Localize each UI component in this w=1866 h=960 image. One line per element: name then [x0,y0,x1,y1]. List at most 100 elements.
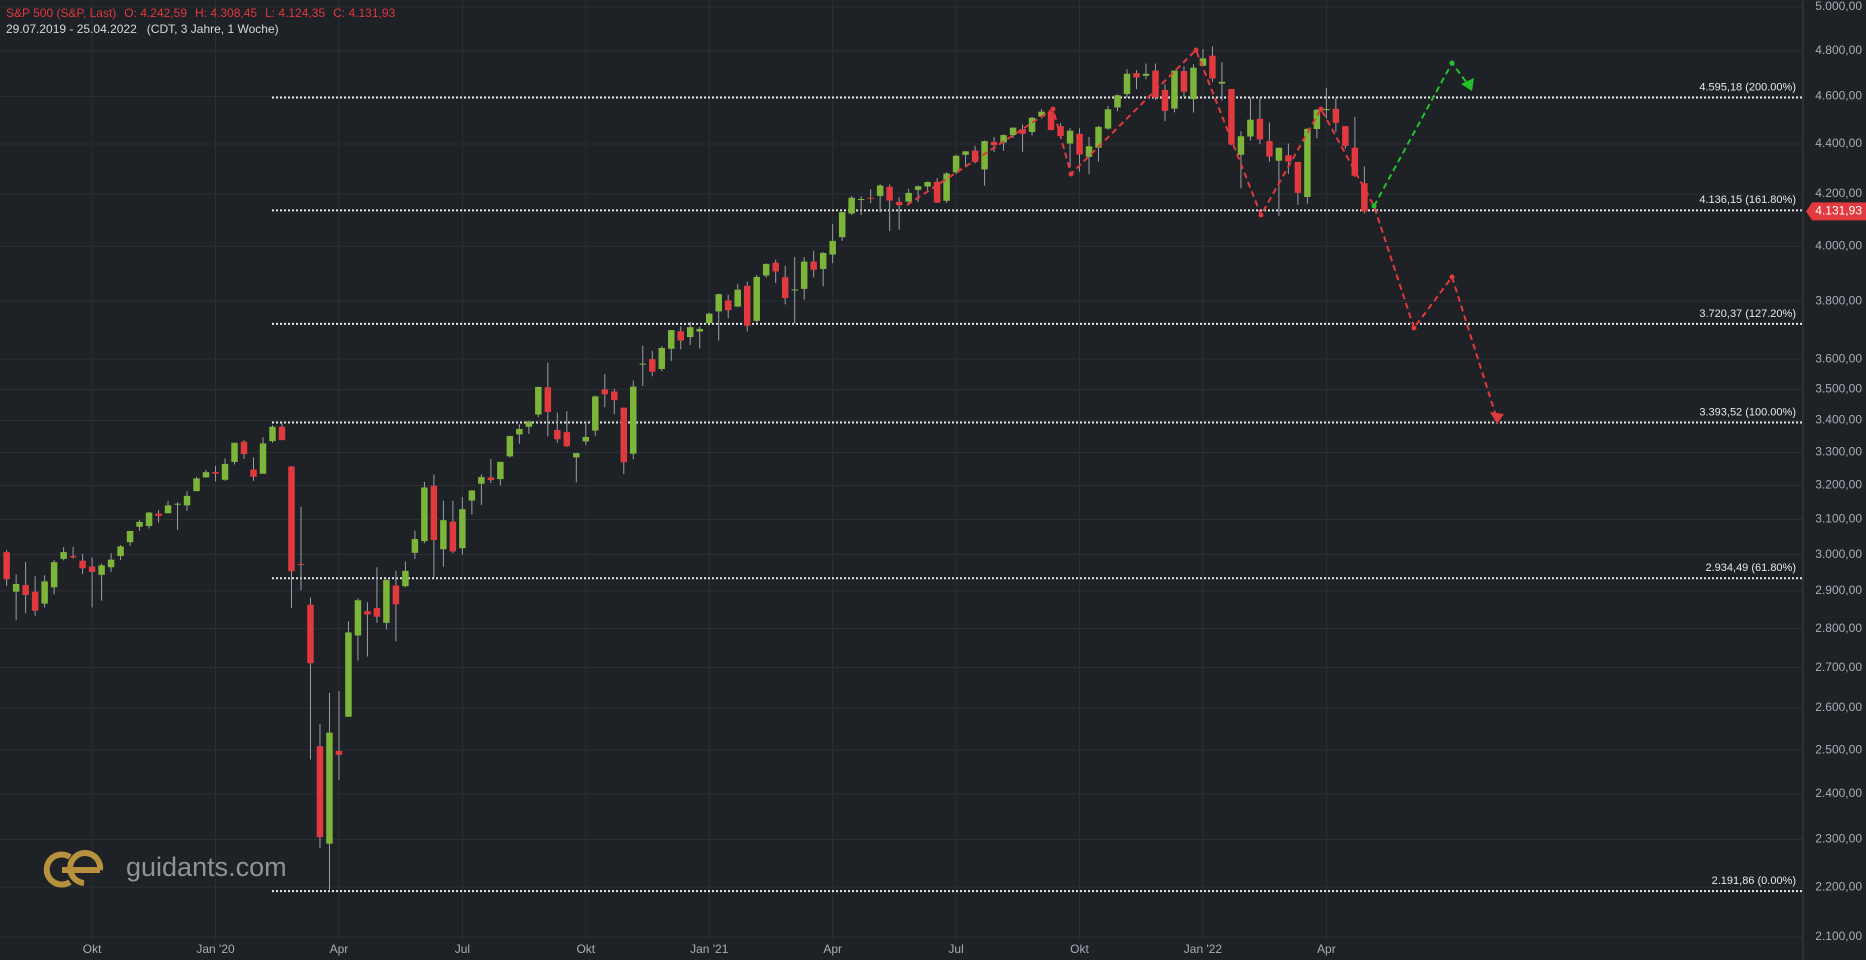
candle-body [1190,67,1197,100]
candle-body [468,490,476,501]
point [1068,171,1074,177]
x-tick-label: Okt [1070,942,1089,956]
ohlc-value: C: 4.131,93 [333,6,396,20]
candle-body [658,347,666,370]
candle-body [554,429,561,440]
candle-body [1123,73,1131,95]
candle-body [952,155,960,173]
y-tick-label: 3.500,00 [1815,382,1862,396]
title: S&P 500 (S&P, Last) [6,6,117,20]
candle-body [22,585,29,596]
candle-body [250,469,257,477]
candle-body [1361,183,1368,212]
candle-body [174,503,181,505]
candle-body [50,562,58,588]
candle-body [914,186,922,190]
candle-body [620,407,628,463]
y-tick-label: 3.800,00 [1815,293,1862,307]
candle-body [753,276,760,321]
candle-body [724,300,732,311]
watermark: guidants.com [126,852,287,882]
candle-body [326,732,333,844]
candle-body [316,746,324,838]
candle-body [516,428,523,435]
candle-body [1285,155,1292,162]
x-tick-label: Jul [455,942,470,956]
point [1050,106,1056,112]
y-tick-label: 2.400,00 [1815,786,1862,800]
candle-body [630,386,637,454]
x-tick-label: Apr [1317,942,1336,956]
candle-body [791,289,798,291]
y-tick-label: 3.300,00 [1815,445,1862,459]
candle-body [155,513,162,517]
candle-body [506,436,514,457]
y-tick-label: 2.800,00 [1815,621,1862,635]
candle-body [383,579,390,623]
x-tick-label: Jan '21 [690,942,729,956]
candle-body [544,387,552,412]
candle-body [364,611,371,615]
candle-body [221,463,229,480]
candle-body [183,495,191,506]
candle-body [1351,147,1359,176]
candle-body [829,240,836,255]
candle-body [686,327,694,338]
candle-body [981,141,988,170]
candle-body [905,192,912,202]
candle-body [117,546,124,557]
point [1449,274,1455,280]
candle-body [88,566,96,572]
price-badge [1806,202,1866,221]
candle-body [1218,81,1226,84]
y-tick-label: 4.400,00 [1815,136,1862,150]
candle-body [924,181,931,187]
candle-body [715,294,722,312]
candle-body [1133,73,1140,78]
candle-body [402,570,409,587]
logo-mark [62,850,104,886]
candle-body [1028,117,1036,132]
candle-body [592,396,599,431]
candle-body [1047,111,1055,131]
candle-body [335,750,343,755]
price-badge-label: 4.131,93 [1815,204,1862,218]
level-label: 3.393,52 (100.00%) [1699,406,1796,418]
logo [43,850,104,888]
candle-body [1256,118,1264,140]
ohlc-value: H: 4.308,45 [195,6,258,20]
candle-body [563,432,571,447]
y-tick-label: 2.900,00 [1815,583,1862,597]
candle-body [734,289,741,307]
level-label: 4.136,15 (161.80%) [1699,194,1796,206]
y-tick-label: 3.200,00 [1815,478,1862,492]
candle-body [857,199,865,201]
candle-body [497,461,504,480]
candle-body [668,330,675,349]
point [1449,60,1455,66]
candle-body [886,186,893,201]
ohlc-value: L: 4.124,35 [265,6,326,20]
candle-body [345,632,352,717]
candle-body [259,443,267,474]
point [1258,212,1264,218]
grid [0,0,1803,940]
candle-body [582,436,590,442]
candle-body [1209,55,1216,79]
candle-body [1247,119,1254,137]
candle-body [895,201,903,206]
x-tick-label: Okt [83,942,102,956]
candle-body [1266,141,1273,157]
candle-body [573,453,580,458]
candle-body [1019,129,1026,134]
candle-body [3,552,10,580]
candle-body [136,521,143,527]
candle-body [411,539,419,553]
candle-body [772,262,779,272]
candle-body [478,477,485,484]
candle-body [31,591,39,611]
y-tick-label: 3.400,00 [1815,413,1862,427]
candle-body [1152,70,1159,98]
candle-body [1332,108,1340,123]
